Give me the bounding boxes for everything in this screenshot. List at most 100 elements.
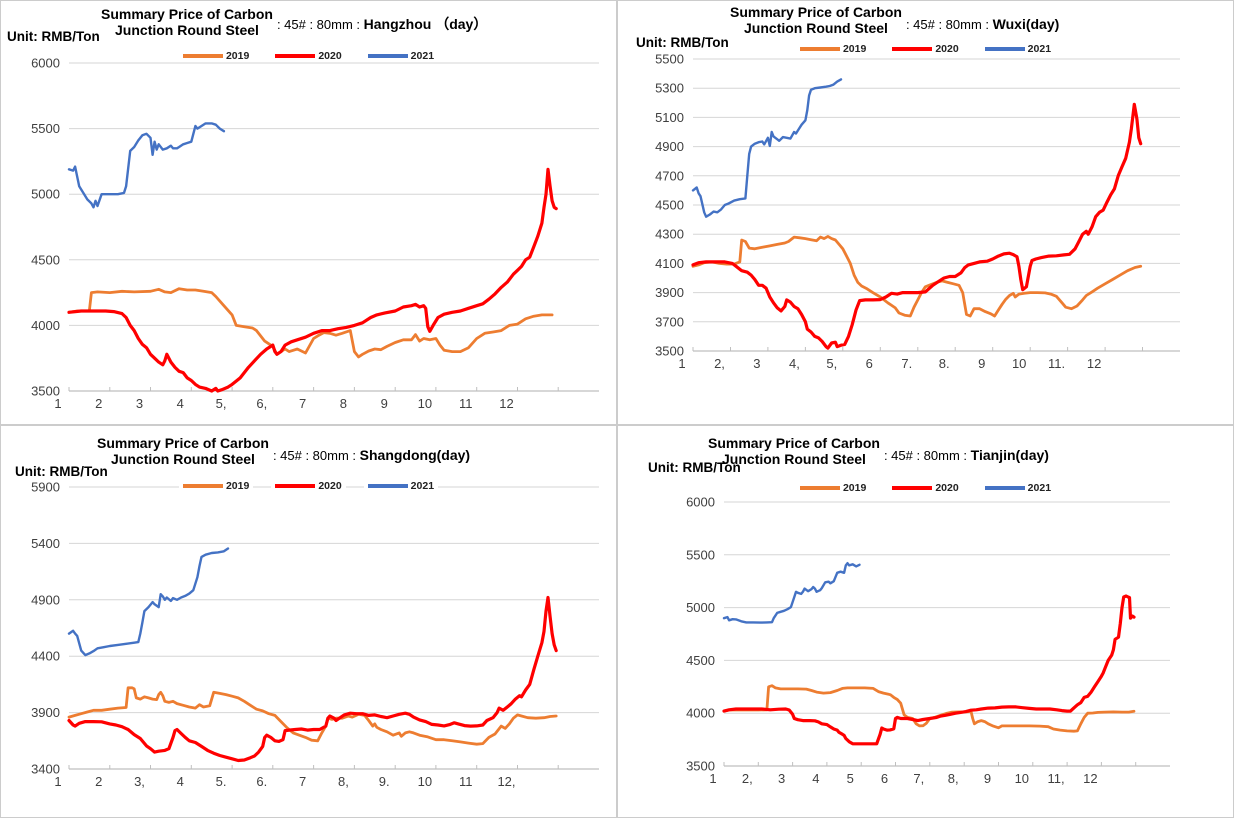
series-line-2020: [722, 594, 1136, 746]
x-axis-tick-label: 9: [381, 396, 388, 411]
city-name: Hangzhou （day）: [363, 16, 488, 32]
y-axis-tick-label: 3900: [31, 705, 60, 720]
x-axis-tick-label: 12: [499, 396, 513, 411]
y-axis-tick-label: 4700: [655, 168, 684, 183]
x-axis-tick-label: 12: [1083, 771, 1097, 786]
plot-area-wuxi: 5500 5300 5100 4900 4700 4500 4300 4100 3900 3700…: [655, 52, 1180, 371]
legend-label: 2021: [410, 50, 435, 62]
legend-item-2021: 2021: [980, 482, 1056, 494]
legend-swatch-2019: [182, 484, 223, 488]
chart-title-line1: Summary Price of Carbon: [708, 435, 880, 451]
x-axis-tick-label: 8,: [338, 774, 349, 789]
y-axis-tick-label: 3500: [655, 344, 684, 359]
x-axis-tick-label: 10: [1012, 356, 1026, 371]
y-axis-tick-label: 4900: [31, 592, 60, 607]
chart-title-line2: Junction Round Steel: [722, 451, 866, 467]
legend: 2019 2020 2021: [1, 50, 616, 62]
legend-swatch-2020: [892, 47, 933, 51]
x-axis-tick-label: 3: [778, 771, 785, 786]
legend-swatch-2019: [799, 486, 840, 490]
legend-item-2020: 2020: [888, 482, 963, 494]
x-axis-tick-label: 11,: [1048, 771, 1065, 786]
spec-text: : 45# : 80mm :: [905, 17, 990, 32]
legend-label: 2019: [842, 43, 867, 55]
city-name: Shangdong(day): [359, 447, 471, 463]
x-axis-tick-label: 4: [812, 771, 819, 786]
series-line-2020: [691, 102, 1143, 350]
y-axis-tick-label: 4100: [655, 256, 684, 271]
y-axis-tick-label: 3700: [655, 314, 684, 329]
legend-swatch-2021: [984, 486, 1025, 490]
x-axis-tick-label: 8,: [948, 771, 959, 786]
legend-label: 2020: [935, 482, 959, 494]
chart-panel-hangzhou: Unit: RMB/Ton Summary Price of Carbon Ju…: [0, 0, 617, 425]
x-axis-tick-label: 2,: [714, 356, 725, 371]
legend-item-2020: 2020: [271, 50, 346, 62]
x-axis-tick-label: 2: [95, 774, 102, 789]
x-axis-tick-label: 6: [881, 771, 888, 786]
legend-label: 2019: [225, 50, 250, 62]
y-axis-tick-label: 4900: [655, 139, 684, 154]
x-axis-tick-label: 4: [177, 396, 184, 411]
series-line-2021: [691, 78, 843, 218]
x-axis-tick-label: 2: [95, 396, 102, 411]
x-axis-tick-label: 6.: [256, 774, 267, 789]
series-line-2019: [67, 686, 558, 746]
chart-title-main: Summary Price of Carbon Junction Round S…: [708, 435, 880, 467]
chart-title-line2: Junction Round Steel: [115, 22, 259, 38]
legend-item-2019: 2019: [178, 480, 254, 492]
legend-label: 2021: [1027, 43, 1052, 55]
chart-title-spec: : 45# : 80mm : Hangzhou （day）: [277, 14, 487, 34]
x-axis-tick-label: 8: [340, 396, 347, 411]
legend-label: 2020: [318, 50, 342, 62]
x-axis-tick-label: 5: [847, 771, 854, 786]
y-axis-tick-label: 3400: [31, 762, 60, 777]
spec-text: : 45# : 80mm :: [272, 448, 357, 463]
x-axis-tick-label: 10: [418, 396, 432, 411]
x-axis-tick-label: 4,: [789, 356, 800, 371]
legend-swatch-2020: [275, 484, 316, 488]
y-axis-tick-label: 5500: [686, 547, 715, 562]
legend-swatch-2020: [275, 54, 316, 58]
legend-label: 2019: [842, 482, 867, 494]
legend-swatch-2021: [367, 54, 408, 58]
chart-title-spec: : 45# : 80mm : Tianjin(day): [884, 447, 1049, 463]
legend-label: 2020: [935, 43, 959, 55]
legend-item-2019: 2019: [795, 43, 871, 55]
x-axis-tick-label: 7.: [901, 356, 912, 371]
x-axis-tick-label: 1: [54, 396, 61, 411]
city-name: Wuxi(day): [992, 16, 1060, 32]
x-axis-tick-label: 7,: [913, 771, 924, 786]
series-line-2021: [67, 547, 230, 657]
y-axis-tick-label: 4000: [686, 706, 715, 721]
chart-title: Summary Price of Carbon Junction Round S…: [97, 435, 470, 467]
y-axis-tick-label: 3500: [31, 384, 60, 399]
chart-title-line1: Summary Price of Carbon: [97, 435, 269, 451]
series-line-2019: [67, 287, 554, 359]
series-line-2020: [67, 167, 558, 393]
x-axis-tick-label: 12: [1087, 356, 1101, 371]
series-line-2021: [67, 122, 226, 209]
legend-label: 2020: [318, 480, 342, 492]
unit-label: Unit: RMB/Ton: [636, 35, 729, 50]
y-axis-tick-label: 4000: [31, 318, 60, 333]
x-axis-tick-label: 1: [54, 774, 61, 789]
legend-label: 2021: [1027, 482, 1052, 494]
x-axis-tick-label: 11: [459, 774, 473, 789]
spec-text: : 45# : 80mm :: [883, 448, 968, 463]
x-axis-tick-label: 3: [136, 396, 143, 411]
y-axis-tick-label: 4300: [655, 227, 684, 242]
x-axis-tick-label: 8.: [939, 356, 950, 371]
legend-item-2021: 2021: [363, 50, 439, 62]
chart-title-main: Summary Price of Carbon Junction Round S…: [97, 435, 269, 467]
legend-swatch-2021: [984, 47, 1025, 51]
y-axis-tick-label: 6000: [31, 56, 60, 71]
y-axis-tick-label: 5300: [655, 81, 684, 96]
spec-text: : 45# : 80mm :: [276, 17, 361, 32]
legend-swatch-2021: [367, 484, 408, 488]
x-axis-tick-label: 5.: [216, 774, 227, 789]
x-axis-tick-label: 1: [709, 771, 716, 786]
series-line-2020: [67, 595, 558, 763]
chart-title: Summary Price of Carbon Junction Round S…: [708, 435, 1049, 467]
